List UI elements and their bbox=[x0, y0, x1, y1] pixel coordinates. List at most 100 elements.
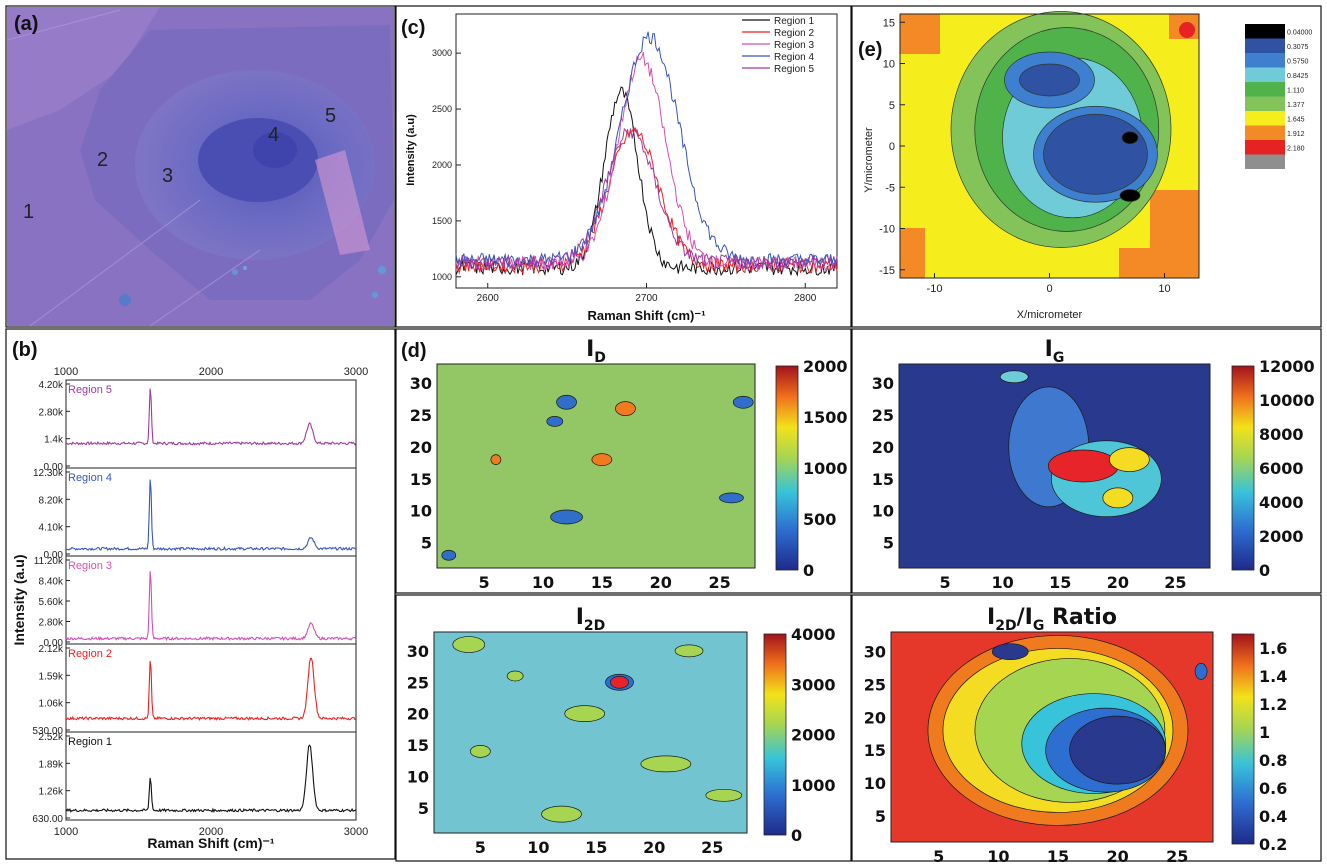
y-tick-label: 25 bbox=[407, 673, 429, 692]
y-tick-label: 1000 bbox=[432, 272, 452, 282]
contour-region bbox=[556, 394, 577, 410]
contour-region bbox=[452, 636, 486, 653]
y-tick-label: 630.00 bbox=[32, 814, 63, 825]
title-text: I bbox=[987, 605, 995, 630]
y-tick-label: 15 bbox=[410, 470, 432, 489]
series-line bbox=[455, 127, 838, 271]
x-tick-label: 5 bbox=[475, 838, 486, 857]
legend-label: Region 4 bbox=[774, 52, 814, 63]
panel-i2d-frame bbox=[395, 594, 852, 862]
map-ratio: 5 10 15 20 25 5 10 15 20 25 30 I2D/IG Ratio 0.2 0.4 0.… bbox=[864, 605, 1288, 865]
y-tick-label: 530.00 bbox=[32, 726, 63, 737]
contour-region bbox=[591, 453, 613, 466]
x-tick-label: 1000 bbox=[54, 826, 78, 838]
x-tick-label: 10 bbox=[1158, 283, 1170, 295]
contour-region bbox=[1043, 113, 1148, 195]
contour-region bbox=[719, 492, 744, 504]
contour-region bbox=[999, 370, 1029, 384]
y-tick-label: 12.30k bbox=[33, 468, 64, 479]
contour-region bbox=[1109, 447, 1150, 472]
contour-region bbox=[441, 549, 457, 561]
legend-level-label: 0.3075 bbox=[1287, 44, 1309, 51]
contour-region bbox=[1179, 22, 1195, 38]
y-tick-label: 10 bbox=[872, 502, 894, 521]
colorbar-tick-label: 4000 bbox=[1259, 493, 1304, 512]
x-tick-label: 3000 bbox=[344, 826, 368, 838]
y-tick-label: 10 bbox=[410, 502, 432, 521]
y-tick-label: 0 bbox=[889, 141, 895, 153]
region-label: Region 4 bbox=[68, 472, 112, 484]
y-tick-label: 2.52k bbox=[39, 732, 64, 743]
contour-region bbox=[640, 755, 692, 773]
x-axis-label: Raman Shift (cm)⁻¹ bbox=[587, 308, 705, 323]
panel-e-label: (e) bbox=[858, 39, 882, 61]
colorbar-tick-label: 1 bbox=[1259, 723, 1270, 742]
y-tick-label: 5 bbox=[875, 807, 886, 826]
y-tick-label: 2500 bbox=[432, 104, 452, 114]
colorbar-tick-label: 1000 bbox=[791, 776, 836, 795]
legend-swatch bbox=[1245, 38, 1285, 53]
y-tick-label: -15 bbox=[879, 265, 895, 277]
series-line bbox=[455, 52, 838, 273]
contour-region bbox=[550, 509, 583, 525]
y-tick-label: 10 bbox=[407, 767, 429, 786]
x-tick-label: 5 bbox=[933, 847, 944, 865]
region-label: Region 1 bbox=[68, 736, 112, 748]
y-tick-label: 20 bbox=[872, 438, 894, 457]
region-number-1: 1 bbox=[23, 201, 34, 223]
colorbar-tick-label: 10000 bbox=[1259, 391, 1315, 410]
x-tick-label: 20 bbox=[643, 838, 665, 857]
x-axis-label: X/micrometer bbox=[1017, 309, 1083, 321]
series-line bbox=[455, 126, 838, 275]
title-text: /I bbox=[1017, 605, 1033, 630]
y-tick-label: 1500 bbox=[432, 216, 452, 226]
y-tick-label: 11.20k bbox=[34, 556, 64, 567]
x-tick-label: 25 bbox=[1164, 573, 1186, 592]
contour-region bbox=[705, 788, 743, 802]
panel-ratio-frame bbox=[851, 594, 1322, 862]
map-background bbox=[437, 364, 755, 568]
colorbar-tick-label: 0 bbox=[791, 826, 802, 845]
plot-frame bbox=[436, 363, 756, 569]
legend-swatch bbox=[1245, 140, 1285, 155]
map-title: ID bbox=[586, 337, 606, 366]
legend-swatch bbox=[1245, 24, 1285, 39]
x-tick-label: 25 bbox=[1166, 847, 1188, 865]
legend-swatch bbox=[1245, 53, 1285, 68]
colorbar-tick-label: 1500 bbox=[803, 408, 848, 427]
legend-level-label: 1.912 bbox=[1287, 131, 1305, 138]
y-tick-label: 1.59k bbox=[39, 671, 64, 682]
colorbar-tick-label: 2000 bbox=[791, 726, 836, 745]
contour-region bbox=[546, 416, 564, 427]
colorbar-tick-label: 1.6 bbox=[1259, 639, 1287, 658]
map-i2d: 5 10 15 20 25 5 10 15 20 25 30 I2D 0 1000 2000 3000 4000 bbox=[407, 605, 836, 857]
region-label: Region 2 bbox=[68, 648, 112, 660]
plot-frame bbox=[433, 631, 748, 834]
region-number-3: 3 bbox=[162, 165, 173, 187]
colorbar-tick-label: 8000 bbox=[1259, 425, 1304, 444]
contour-region bbox=[991, 643, 1029, 661]
x-tick-label: 10 bbox=[532, 573, 554, 592]
y-tick-label: 15 bbox=[864, 741, 886, 760]
x-tick-label: 20 bbox=[1107, 573, 1129, 592]
y-tick-label: 5 bbox=[418, 799, 429, 818]
x-tick-label: 5 bbox=[940, 573, 951, 592]
title-text: I bbox=[1045, 337, 1053, 362]
y-tick-label: 20 bbox=[410, 438, 432, 457]
contour-region bbox=[470, 744, 491, 758]
contour-region bbox=[490, 454, 502, 465]
legend-level-label: 2.180 bbox=[1287, 146, 1305, 153]
colorbar-tick-label: 0.8 bbox=[1259, 751, 1287, 770]
y-tick-label: 3000 bbox=[432, 48, 452, 58]
region-label: Region 5 bbox=[68, 384, 112, 396]
contour-region bbox=[1194, 663, 1208, 680]
x-tick-label: 20 bbox=[1106, 847, 1128, 865]
legend-level-label: 1.645 bbox=[1287, 117, 1305, 124]
contour-region bbox=[541, 805, 582, 823]
legend-label: Region 2 bbox=[774, 28, 814, 39]
y-tick-label: 25 bbox=[864, 676, 886, 695]
legend-swatch bbox=[1245, 96, 1285, 111]
x-tick-label: -10 bbox=[927, 283, 943, 295]
colorbar bbox=[1231, 365, 1255, 571]
